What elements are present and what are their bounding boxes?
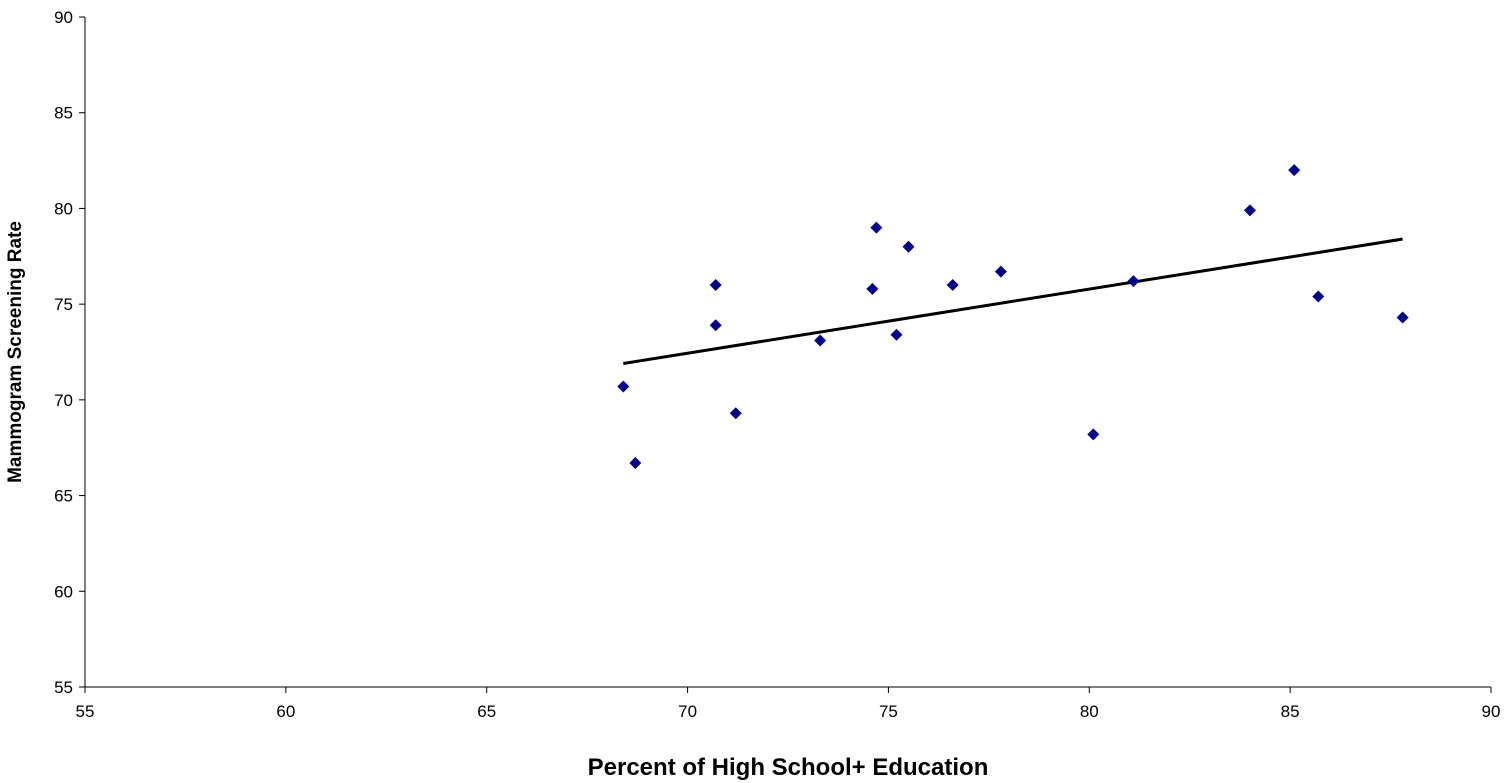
x-axis-title: Percent of High School+ Education: [588, 754, 989, 781]
trendline-layer: [623, 237, 1403, 365]
data-point: [1127, 275, 1140, 288]
x-tick-label: 65: [477, 702, 496, 721]
x-tick-label: 80: [1080, 702, 1099, 721]
axis-labels: Percent of High School+ Education Mammog…: [5, 221, 988, 781]
y-tick-label: 70: [54, 391, 73, 410]
data-point: [866, 282, 879, 295]
data-point: [902, 240, 915, 253]
x-tick-label: 85: [1281, 702, 1300, 721]
y-axis-title: Mammogram Screening Rate: [5, 221, 26, 483]
data-point: [617, 380, 630, 393]
y-tick-label: 85: [54, 104, 73, 123]
y-tick-label: 80: [54, 199, 73, 218]
data-point: [709, 319, 722, 332]
data-point: [1087, 428, 1100, 441]
y-tick-label: 65: [54, 487, 73, 506]
trendline: [623, 237, 1403, 365]
x-tick-label: 90: [1482, 702, 1501, 721]
data-point: [946, 279, 959, 291]
data-point: [870, 221, 883, 234]
y-tick-label: 60: [54, 582, 73, 601]
x-tick-label: 75: [879, 702, 898, 721]
data-point: [1243, 204, 1256, 217]
data-point: [814, 334, 827, 347]
data-point: [994, 265, 1007, 278]
data-point: [729, 407, 742, 420]
y-tick-label: 90: [54, 8, 73, 27]
data-point: [709, 279, 722, 291]
x-tick-label: 60: [276, 702, 295, 721]
x-tick-label: 55: [76, 702, 95, 721]
y-tick-label: 55: [54, 678, 73, 697]
x-tick-label: 70: [678, 702, 697, 721]
axes: 55 60 65 70 75 80 85 90 55 60 65 70 75 80 85 90: [54, 8, 1500, 721]
data-point: [1312, 290, 1325, 303]
data-point: [629, 457, 642, 470]
data-point: [1396, 311, 1409, 324]
y-tick-label: 75: [54, 295, 73, 314]
data-point: [1288, 164, 1301, 177]
data-points: [617, 164, 1409, 470]
data-point: [890, 328, 903, 341]
